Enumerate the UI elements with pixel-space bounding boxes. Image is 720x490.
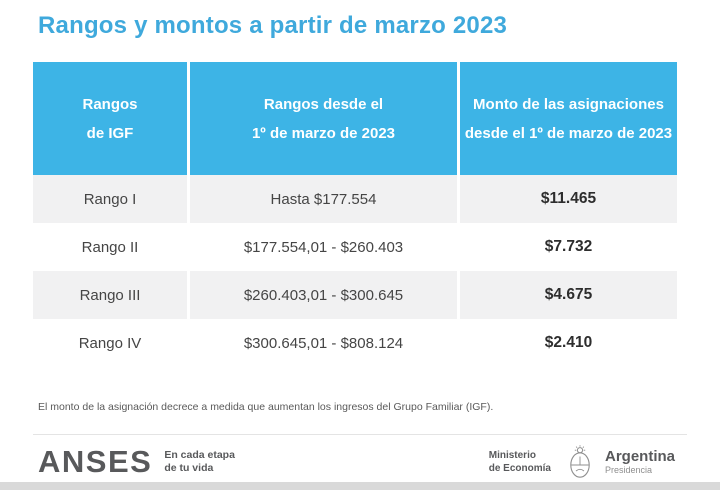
anses-tagline-line: de tu vida (164, 462, 214, 474)
header-line: Rangos (82, 95, 138, 113)
header-line: Monto de las asignaciones (473, 95, 664, 113)
anses-tagline-line: En cada etapa (164, 449, 235, 461)
page-title: Rangos y montos a partir de marzo 2023 (38, 12, 508, 39)
argentina-coat-of-arms-icon (570, 445, 590, 478)
header-rangos-desde: Rangos desde el 1º de marzo de 2023 (190, 62, 460, 175)
argentina-presidencia-block: Argentina Presidencia (604, 447, 675, 476)
bottom-edge-strip (0, 482, 720, 490)
cell-rango-desde: Hasta $177.554 (190, 175, 460, 223)
cell-monto: $7.732 (544, 238, 593, 255)
header-monto-asignaciones: Monto de las asignaciones desde el 1º de… (460, 62, 677, 175)
anses-logo: ANSES (38, 444, 153, 479)
header-line: de IGF (86, 124, 134, 142)
cell-rango: Rango II (33, 223, 190, 271)
table-row: Rango I Hasta $177.554 $11.465 (33, 175, 677, 223)
presidencia-label: Presidencia (604, 464, 653, 475)
cell-monto: $2.410 (544, 334, 593, 351)
table-row: Rango III $260.403,01 - $300.645 $4.675 (33, 271, 677, 319)
ministerio-line: Ministerio (488, 450, 536, 461)
anses-tagline: En cada etapa de tu vida (164, 449, 235, 475)
government-logos: Ministerio de Economía Argentina Preside… (489, 443, 675, 481)
argentina-label: Argentina (604, 447, 675, 465)
cell-monto: $4.675 (544, 286, 593, 303)
footer-divider (33, 434, 687, 435)
cell-rango-desde: $260.403,01 - $300.645 (190, 271, 460, 319)
ministerio-economia-label: Ministerio de Economía (489, 449, 551, 475)
cell-rango-desde: $300.645,01 - $808.124 (190, 319, 460, 367)
header-line: desde el 1º de marzo de 2023 (464, 124, 673, 142)
header-rangos-igf: Rangos de IGF (33, 62, 190, 175)
cell-rango: Rango I (33, 175, 190, 223)
header-line: Rangos desde el (263, 95, 384, 113)
rangos-table: Rangos de IGF Rangos desde el 1º de marz… (33, 62, 677, 367)
table-row: Rango II $177.554,01 - $260.403 $7.732 (33, 223, 677, 271)
anses-logo-block: ANSES En cada etapa de tu vida (38, 445, 235, 479)
footnote-text: El monto de la asignación decrece a medi… (38, 401, 494, 413)
footer: ANSES En cada etapa de tu vida Ministeri… (0, 443, 720, 481)
cell-monto: $11.465 (540, 190, 597, 207)
table-header-row: Rangos de IGF Rangos desde el 1º de marz… (33, 62, 677, 175)
cell-rango-desde: $177.554,01 - $260.403 (190, 223, 460, 271)
table-row: Rango IV $300.645,01 - $808.124 $2.410 (33, 319, 677, 367)
ministerio-line: de Economía (488, 463, 551, 474)
cell-rango: Rango III (33, 271, 190, 319)
cell-rango: Rango IV (33, 319, 190, 367)
header-line: 1º de marzo de 2023 (251, 124, 396, 142)
